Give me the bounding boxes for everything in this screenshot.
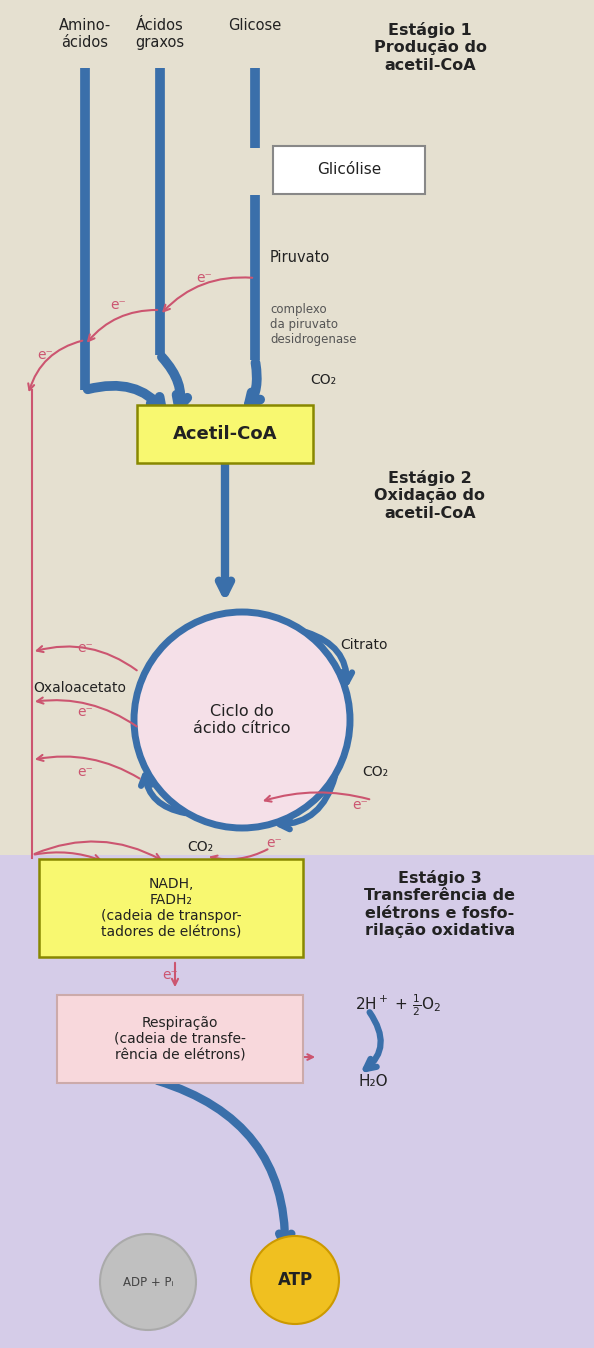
- Text: e⁻: e⁻: [352, 798, 368, 811]
- Text: Ácidos
graxos: Ácidos graxos: [135, 18, 185, 50]
- FancyBboxPatch shape: [57, 995, 303, 1082]
- Text: Citrato: Citrato: [340, 638, 387, 652]
- Text: ADP + Pᵢ: ADP + Pᵢ: [123, 1275, 173, 1289]
- Text: Acetil-CoA: Acetil-CoA: [173, 425, 277, 443]
- Text: Amino-
ácidos: Amino- ácidos: [59, 18, 111, 50]
- Text: e⁻: e⁻: [77, 642, 93, 655]
- Text: Respiração
(cadeia de transfe-
rência de elétrons): Respiração (cadeia de transfe- rência de…: [114, 1016, 246, 1062]
- Text: complexo
da piruvato
desidrogenase: complexo da piruvato desidrogenase: [270, 303, 356, 346]
- Text: 2H$^+$ + $\frac{1}{2}$O$_2$: 2H$^+$ + $\frac{1}{2}$O$_2$: [355, 992, 441, 1018]
- Circle shape: [134, 612, 350, 828]
- Text: e⁻: e⁻: [37, 348, 53, 363]
- Text: H₂O: H₂O: [358, 1074, 388, 1089]
- Text: CO₂: CO₂: [310, 373, 336, 387]
- Text: NADH,
FADH₂
(cadeia de transpor-
tadores de elétrons): NADH, FADH₂ (cadeia de transpor- tadores…: [101, 876, 241, 940]
- Text: CO₂: CO₂: [187, 840, 213, 855]
- Text: Oxaloacetato: Oxaloacetato: [33, 681, 126, 696]
- Text: e⁻: e⁻: [77, 766, 93, 779]
- Text: Estágio 3
Transferência de
elétrons e fosfo-
rilação oxidativa: Estágio 3 Transferência de elétrons e fo…: [365, 869, 516, 938]
- Text: Ciclo do
ácido cítrico: Ciclo do ácido cítrico: [193, 704, 290, 736]
- Text: CO₂: CO₂: [362, 766, 388, 779]
- FancyBboxPatch shape: [273, 146, 425, 194]
- FancyBboxPatch shape: [137, 404, 313, 462]
- Text: Glicólise: Glicólise: [317, 163, 381, 178]
- Text: e⁻: e⁻: [196, 271, 212, 284]
- Text: e⁻: e⁻: [162, 968, 178, 981]
- Text: Piruvato: Piruvato: [270, 251, 330, 266]
- Circle shape: [100, 1233, 196, 1330]
- Text: e⁻: e⁻: [110, 298, 126, 311]
- Text: Glicose: Glicose: [228, 18, 282, 32]
- Text: Estágio 1
Produção do
acetil-CoA: Estágio 1 Produção do acetil-CoA: [374, 22, 486, 73]
- Text: e⁻: e⁻: [77, 705, 93, 718]
- Bar: [0, 855, 594, 1348]
- Text: e⁻: e⁻: [266, 836, 282, 851]
- Circle shape: [251, 1236, 339, 1324]
- Text: Estágio 2
Oxidação do
acetil-CoA: Estágio 2 Oxidação do acetil-CoA: [374, 470, 485, 520]
- FancyBboxPatch shape: [39, 859, 303, 957]
- Text: ATP: ATP: [277, 1271, 312, 1289]
